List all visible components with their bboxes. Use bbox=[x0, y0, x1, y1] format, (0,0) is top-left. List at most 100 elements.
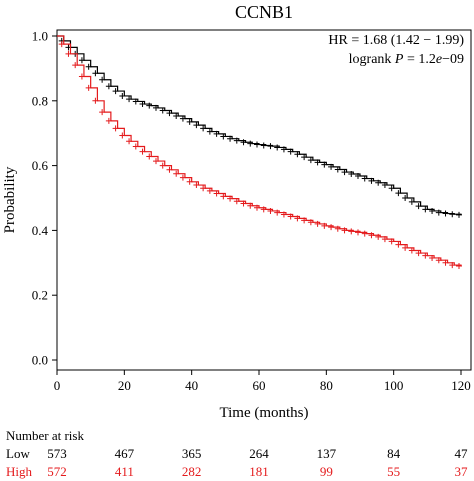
censor-mark-high bbox=[132, 143, 139, 150]
censor-mark-low bbox=[381, 182, 388, 189]
censor-mark-low bbox=[220, 133, 227, 140]
risk-row-label-low: Low bbox=[6, 446, 30, 461]
censor-mark-high bbox=[206, 187, 213, 194]
censor-mark-low bbox=[368, 177, 375, 184]
censor-mark-high bbox=[200, 185, 207, 192]
risk-value-high-80: 99 bbox=[320, 464, 333, 479]
censor-marks-low bbox=[58, 37, 462, 218]
censor-mark-low bbox=[92, 70, 99, 77]
censor-mark-high bbox=[314, 220, 321, 227]
censor-mark-high bbox=[240, 200, 247, 207]
censor-marks-high bbox=[58, 41, 462, 270]
censor-mark-low bbox=[442, 210, 449, 217]
x-tick-label-120: 120 bbox=[451, 378, 471, 393]
censor-mark-low bbox=[186, 118, 193, 125]
censor-mark-low bbox=[233, 137, 240, 144]
risk-value-high-40: 282 bbox=[182, 464, 202, 479]
censor-mark-high bbox=[449, 262, 456, 269]
censor-mark-low bbox=[334, 166, 341, 173]
x-tick-label-100: 100 bbox=[384, 378, 404, 393]
censor-mark-high bbox=[280, 211, 287, 218]
x-tick-label-60: 60 bbox=[253, 378, 266, 393]
censor-mark-high bbox=[227, 195, 234, 202]
censor-mark-low bbox=[206, 128, 213, 135]
censor-mark-high bbox=[139, 148, 146, 155]
censor-mark-low bbox=[260, 142, 267, 149]
y-tick-label-4: 0.8 bbox=[32, 93, 48, 108]
plot-frame bbox=[56, 29, 472, 371]
censor-mark-high bbox=[328, 224, 335, 231]
censor-mark-low bbox=[321, 161, 328, 168]
censor-mark-low bbox=[254, 141, 260, 148]
logrank-annotation: logrank P = 1.2e−09 bbox=[349, 52, 464, 67]
censor-mark-high bbox=[65, 50, 72, 57]
censor-mark-low bbox=[247, 140, 254, 147]
censor-mark-high bbox=[126, 138, 133, 145]
censor-mark-high bbox=[422, 252, 429, 259]
censor-mark-low bbox=[314, 159, 321, 166]
censor-mark-high bbox=[355, 229, 361, 236]
censor-mark-low bbox=[139, 101, 146, 108]
censor-mark-low bbox=[355, 172, 361, 179]
censor-mark-low bbox=[99, 76, 106, 83]
y-tick-label-3: 0.6 bbox=[32, 158, 49, 173]
censor-mark-high bbox=[186, 178, 193, 185]
censor-mark-high bbox=[442, 259, 449, 266]
censor-mark-high bbox=[348, 228, 355, 235]
censor-mark-low bbox=[153, 104, 159, 111]
x-tick-label-80: 80 bbox=[320, 378, 333, 393]
censor-mark-high bbox=[395, 241, 402, 248]
y-axis-label: Probability bbox=[2, 166, 18, 233]
censor-mark-high bbox=[179, 174, 186, 181]
censor-mark-high bbox=[368, 232, 375, 239]
y-tick-label-0: 0.0 bbox=[32, 353, 48, 368]
censor-mark-high bbox=[119, 132, 126, 139]
censor-mark-high bbox=[361, 230, 368, 237]
censor-mark-low bbox=[388, 185, 395, 192]
censor-mark-high bbox=[388, 238, 395, 245]
censor-mark-low bbox=[78, 57, 85, 64]
km-curve-high bbox=[57, 35, 462, 267]
censor-mark-low bbox=[267, 143, 274, 150]
censor-mark-high bbox=[146, 153, 153, 160]
y-tick-label-1: 0.2 bbox=[32, 288, 48, 303]
censor-mark-high bbox=[58, 41, 65, 48]
censor-mark-low bbox=[456, 211, 462, 218]
censor-mark-high bbox=[166, 166, 173, 173]
censor-mark-low bbox=[280, 146, 287, 153]
censor-mark-low bbox=[105, 83, 112, 90]
risk-value-low-80: 137 bbox=[317, 446, 337, 461]
x-tick-label-40: 40 bbox=[185, 378, 198, 393]
censor-mark-high bbox=[213, 190, 220, 197]
chart-title: CCNB1 bbox=[235, 2, 293, 22]
censor-mark-low bbox=[159, 107, 166, 114]
risk-value-high-20: 411 bbox=[115, 464, 134, 479]
censor-mark-high bbox=[334, 225, 341, 232]
censor-mark-high bbox=[274, 209, 281, 216]
axes: 0 20 40 60 80 100 120 0.0 0.2 0.4 0.6 0.8 1.0 bbox=[32, 29, 472, 393]
censor-mark-high bbox=[99, 109, 106, 116]
censor-mark-low bbox=[402, 195, 409, 201]
y-tick-label-5: 1.0 bbox=[32, 29, 48, 44]
censor-mark-high bbox=[220, 193, 227, 200]
censor-mark-low bbox=[307, 157, 314, 164]
censor-mark-low bbox=[328, 163, 335, 170]
risk-value-high-0: 572 bbox=[47, 464, 67, 479]
censor-mark-low bbox=[375, 179, 382, 186]
risk-table-title: Number at risk bbox=[6, 428, 84, 443]
censor-mark-high bbox=[85, 84, 92, 91]
censor-mark-low bbox=[348, 171, 355, 178]
censor-mark-high bbox=[341, 227, 348, 234]
censor-mark-low bbox=[193, 122, 200, 129]
risk-value-high-120: 37 bbox=[455, 464, 469, 479]
censor-mark-high bbox=[193, 182, 200, 189]
risk-value-high-60: 181 bbox=[249, 464, 269, 479]
risk-value-low-0: 573 bbox=[47, 446, 67, 461]
censor-mark-high bbox=[159, 162, 166, 169]
x-axis-label: Time (months) bbox=[219, 405, 308, 421]
censor-mark-low bbox=[173, 113, 180, 120]
censor-mark-low bbox=[415, 203, 422, 210]
censor-mark-low bbox=[227, 135, 234, 142]
censor-mark-low bbox=[179, 115, 186, 122]
